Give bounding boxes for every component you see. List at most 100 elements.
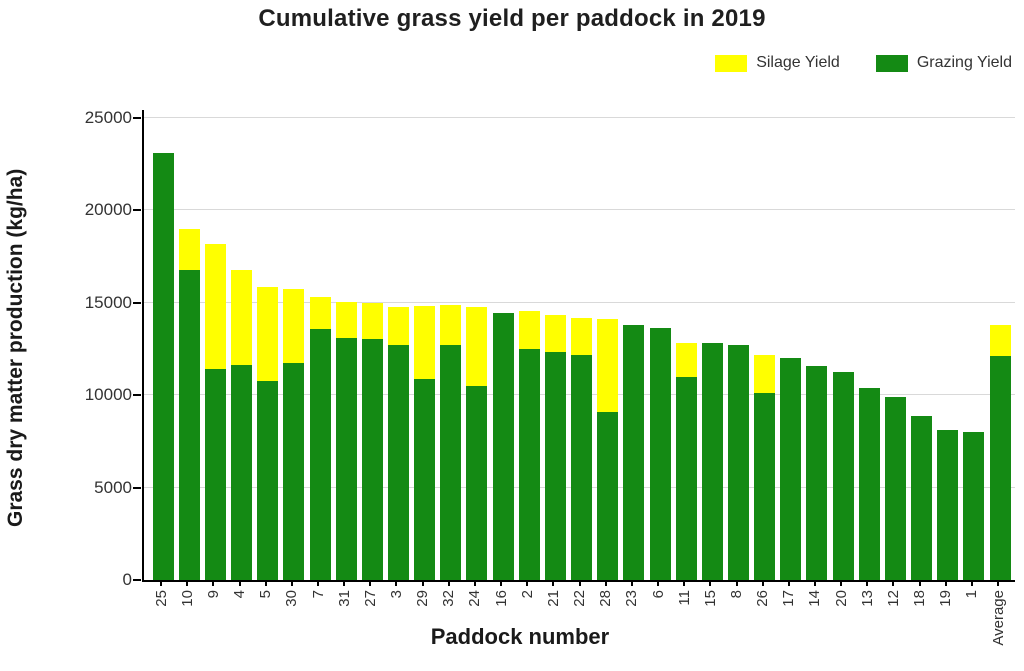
y-tick-label-20000: 20000: [84, 200, 132, 220]
grazing-swatch-icon: [875, 54, 908, 72]
x-slot-31: 31: [331, 580, 357, 646]
x-tick-mark: [264, 580, 267, 586]
bar-paddock-32: [438, 118, 464, 580]
x-tick-mark: [944, 580, 947, 586]
bar-paddock-23: [621, 118, 647, 580]
grazing-segment-11: [675, 376, 697, 580]
legend-item-silage: Silage Yield: [715, 54, 840, 72]
y-axis-title: Grass dry matter production (kg/ha): [4, 168, 27, 528]
silage-segment-27: [361, 302, 383, 339]
bar-paddock-27: [359, 118, 385, 580]
x-tick-label-30: 30: [283, 590, 301, 607]
x-tick-label-21: 21: [544, 590, 562, 607]
x-tick-label-10: 10: [178, 590, 196, 607]
x-tick-mark: [290, 580, 293, 586]
bar-paddock-15: [699, 118, 725, 580]
x-tick-label-29: 29: [414, 590, 432, 607]
x-tick-label-3: 3: [387, 590, 405, 599]
grazing-segment-31: [335, 337, 357, 580]
x-tick-label-2: 2: [518, 590, 536, 599]
x-tick-label-31: 31: [335, 590, 353, 607]
y-tick-label-0: 0: [122, 570, 132, 589]
x-slot-6: 6: [645, 580, 671, 646]
x-tick-label-7: 7: [309, 590, 327, 599]
legend-item-grazing: Grazing Yield: [875, 54, 1012, 72]
bar-paddock-10: [176, 118, 202, 580]
grazing-segment-26: [754, 393, 776, 580]
bar-paddock-14: [804, 118, 830, 580]
x-tick-label-19: 19: [937, 590, 955, 607]
grazing-segment-15: [701, 343, 723, 580]
grazing-segment-2: [518, 349, 540, 580]
grazing-segment-17: [780, 358, 802, 580]
x-tick-label-Average: Average: [989, 590, 1007, 646]
x-tick-label-20: 20: [832, 590, 850, 607]
grazing-segment-23: [623, 324, 645, 580]
grazing-segment-14: [806, 365, 828, 580]
gridline-25000: [144, 117, 1015, 118]
y-tick-mark: [133, 117, 141, 119]
silage-segment-32: [440, 304, 462, 346]
grazing-segment-Average: [989, 356, 1011, 580]
x-tick-mark: [813, 580, 816, 586]
silage-segment-Average: [989, 325, 1011, 357]
grazing-segment-13: [858, 387, 880, 580]
silage-segment-22: [571, 317, 593, 355]
x-slot-3: 3: [383, 580, 409, 646]
silage-segment-29: [414, 305, 436, 379]
x-tick-label-26: 26: [754, 590, 772, 607]
bar-paddock-20: [830, 118, 856, 580]
x-tick-label-32: 32: [440, 590, 458, 607]
bar-paddock-26: [752, 118, 778, 580]
y-tick-mark: [133, 209, 141, 212]
x-tick-mark: [186, 580, 189, 586]
x-axis-title: Paddock number: [430, 624, 610, 649]
x-slot-32: 32: [436, 580, 462, 646]
x-axis-labels: 25 10 9 4 5 30 7 31 27 3 29 32 24 16 2 21 22 28 23 6 11 15 8 26…: [142, 580, 1013, 646]
y-tick-label-5000: 5000: [94, 477, 132, 497]
x-slot-14: 14: [802, 580, 828, 646]
bar-paddock-24: [464, 118, 490, 580]
silage-segment-7: [309, 297, 331, 329]
x-tick-mark: [866, 580, 869, 586]
x-slot-24: 24: [462, 580, 488, 646]
bar-paddock-3: [385, 118, 411, 580]
y-tick-mark: [133, 301, 141, 304]
grazing-segment-24: [466, 385, 488, 580]
y-tick-label-15000: 15000: [84, 292, 132, 312]
y-tick-label-10000: 10000: [84, 385, 132, 405]
bar-paddock-9: [202, 118, 228, 580]
silage-segment-30: [283, 288, 305, 363]
x-tick-mark: [604, 580, 607, 586]
x-slot-22: 22: [567, 580, 593, 646]
x-slot-21: 21: [540, 580, 566, 646]
x-tick-mark: [657, 580, 660, 586]
grazing-segment-8: [728, 345, 750, 580]
x-tick-label-18: 18: [911, 590, 929, 607]
x-tick-mark: [395, 580, 398, 586]
legend: Silage Yield Grazing Yield: [715, 54, 1012, 72]
x-tick-label-9: 9: [204, 590, 222, 599]
bar-paddock-2: [516, 118, 542, 580]
grazing-segment-16: [492, 312, 514, 580]
grazing-segment-25: [152, 153, 174, 580]
x-tick-mark: [421, 580, 424, 586]
grazing-segment-1: [963, 432, 985, 580]
x-tick-label-22: 22: [571, 590, 589, 607]
grazing-segment-30: [283, 362, 305, 580]
grazing-segment-29: [414, 378, 436, 580]
x-slot-25: 25: [148, 580, 174, 646]
x-slot-13: 13: [854, 580, 880, 646]
grazing-segment-18: [911, 415, 933, 580]
bar-paddock-28: [595, 118, 621, 580]
grazing-segment-28: [597, 411, 619, 580]
x-slot-11: 11: [671, 580, 697, 646]
silage-swatch-icon: [715, 54, 748, 72]
bar-paddock-29: [412, 118, 438, 580]
legend-label-grazing: Grazing Yield: [916, 54, 1012, 71]
x-slot-5: 5: [253, 580, 279, 646]
x-slot-20: 20: [828, 580, 854, 646]
grazing-segment-20: [832, 372, 854, 580]
x-slot-26: 26: [750, 580, 776, 646]
